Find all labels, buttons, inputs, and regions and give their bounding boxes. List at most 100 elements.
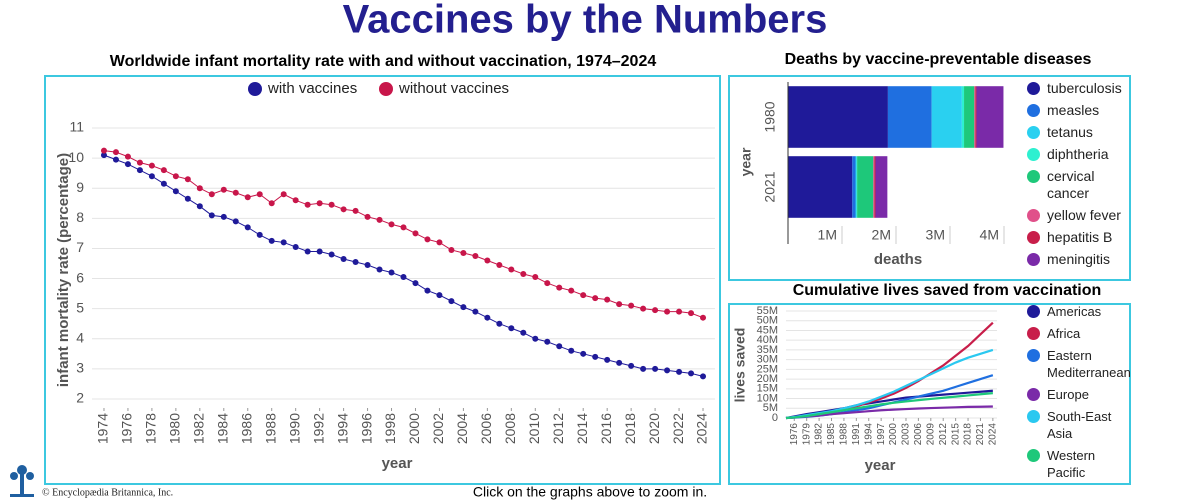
legend-label: Americas <box>1047 304 1102 319</box>
data-point <box>544 280 551 287</box>
data-point <box>160 180 167 187</box>
data-point <box>520 329 527 336</box>
x-tick-label: 2M <box>872 227 891 243</box>
y-axis-label: lives saved <box>732 328 748 403</box>
data-point <box>160 167 167 174</box>
bar-segment <box>974 86 976 148</box>
data-point <box>328 201 335 208</box>
y-tick-label: 3 <box>76 360 84 376</box>
x-tick-label: 1985 <box>826 423 837 446</box>
bar-segment <box>964 86 975 148</box>
y-tick-label: 7 <box>76 239 84 255</box>
data-point <box>664 308 671 315</box>
legend-swatch <box>1027 209 1040 222</box>
chart-title: Deaths by vaccine-preventable diseases <box>785 51 1092 68</box>
legend-swatch <box>1027 305 1040 318</box>
data-point <box>100 152 107 159</box>
data-point <box>580 350 587 357</box>
x-tick-label: 2009 <box>925 423 936 446</box>
bar-segment <box>788 86 888 148</box>
data-point <box>172 188 179 195</box>
legend-item: cervical cancer <box>1027 168 1122 202</box>
data-point <box>316 200 323 207</box>
data-point <box>256 191 263 198</box>
y-tick-label: 35M <box>757 344 778 356</box>
x-tick-label: 1988 <box>839 423 850 446</box>
data-point <box>208 212 215 219</box>
x-tick-label: 1982 <box>191 413 207 444</box>
x-tick-label: 2024 <box>988 423 999 446</box>
y-axis-label: year <box>738 147 754 176</box>
y-tick-label: 30M <box>757 354 778 366</box>
bar-segment <box>788 156 853 218</box>
panel[interactable] <box>728 75 1131 281</box>
y-tick-label: 5M <box>763 402 778 414</box>
legend-item: tetanus <box>1027 124 1122 141</box>
legend-item: Europe <box>1027 386 1137 403</box>
data-point <box>460 249 467 256</box>
data-point <box>472 252 479 259</box>
legend-swatch <box>1027 148 1040 161</box>
bar-segment <box>852 156 856 218</box>
data-point <box>496 320 503 327</box>
x-tick-label: 1976 <box>789 423 800 446</box>
data-point <box>136 159 143 166</box>
legend-swatch <box>379 82 393 96</box>
y-tick-label: 2 <box>76 390 84 406</box>
data-point <box>280 239 287 246</box>
data-point <box>148 162 155 169</box>
data-point <box>280 191 287 198</box>
x-tick-label: 1984 <box>214 413 230 444</box>
chart-title: Cumulative lives saved from vaccination <box>793 282 1102 299</box>
data-point <box>244 224 251 231</box>
x-tick-label: 2024 <box>694 413 710 444</box>
legend-label: with vaccines <box>267 80 357 97</box>
data-point <box>220 186 227 193</box>
data-point <box>400 274 407 281</box>
data-point <box>616 359 623 366</box>
data-point <box>700 314 707 321</box>
y-tick-label: 25M <box>757 363 778 375</box>
bar-segment <box>875 156 888 218</box>
data-point <box>496 262 503 269</box>
data-point <box>388 221 395 228</box>
legend-swatch <box>1027 104 1040 117</box>
legend-item: Western Pacific <box>1027 447 1137 481</box>
y-tick-label: 9 <box>76 179 84 195</box>
legend-item: diphtheria <box>1027 146 1122 163</box>
x-tick-label: 2010 <box>526 413 542 444</box>
x-tick-label: 2003 <box>901 423 912 446</box>
panel[interactable] <box>728 303 1131 485</box>
legend-label: diphtheria <box>1047 146 1109 162</box>
x-tick-label: 1994 <box>334 413 350 444</box>
legend-label: tuberculosis <box>1047 80 1122 96</box>
legend-swatch <box>1027 388 1040 401</box>
legend-item: Americas <box>1027 303 1137 320</box>
panel[interactable] <box>44 75 721 485</box>
legend-swatch <box>1027 253 1040 266</box>
chart-title: Worldwide infant mortality rate with and… <box>110 53 657 70</box>
data-point <box>436 292 443 299</box>
footer-note: Click on the graphs above to zoom in. <box>473 484 707 500</box>
data-point <box>508 266 515 273</box>
data-point <box>484 257 491 264</box>
data-point <box>640 305 647 312</box>
x-tick-label: 4M <box>980 227 999 243</box>
legend-label: Africa <box>1047 326 1081 341</box>
legend-swatch <box>1027 410 1040 423</box>
legend-item: yellow fever <box>1027 207 1122 224</box>
x-tick-label: 1979 <box>801 423 812 446</box>
data-point <box>112 149 119 156</box>
legend-swatch <box>1027 327 1040 340</box>
x-tick-label: 2018 <box>622 413 638 444</box>
x-tick-label: 1988 <box>262 413 278 444</box>
data-point <box>628 302 635 309</box>
data-point <box>232 189 239 196</box>
data-point <box>208 191 215 198</box>
legend-swatch <box>1027 170 1040 183</box>
data-point <box>184 195 191 202</box>
x-tick-label: 1991 <box>851 423 862 446</box>
data-point <box>304 201 311 208</box>
data-point <box>112 156 119 163</box>
